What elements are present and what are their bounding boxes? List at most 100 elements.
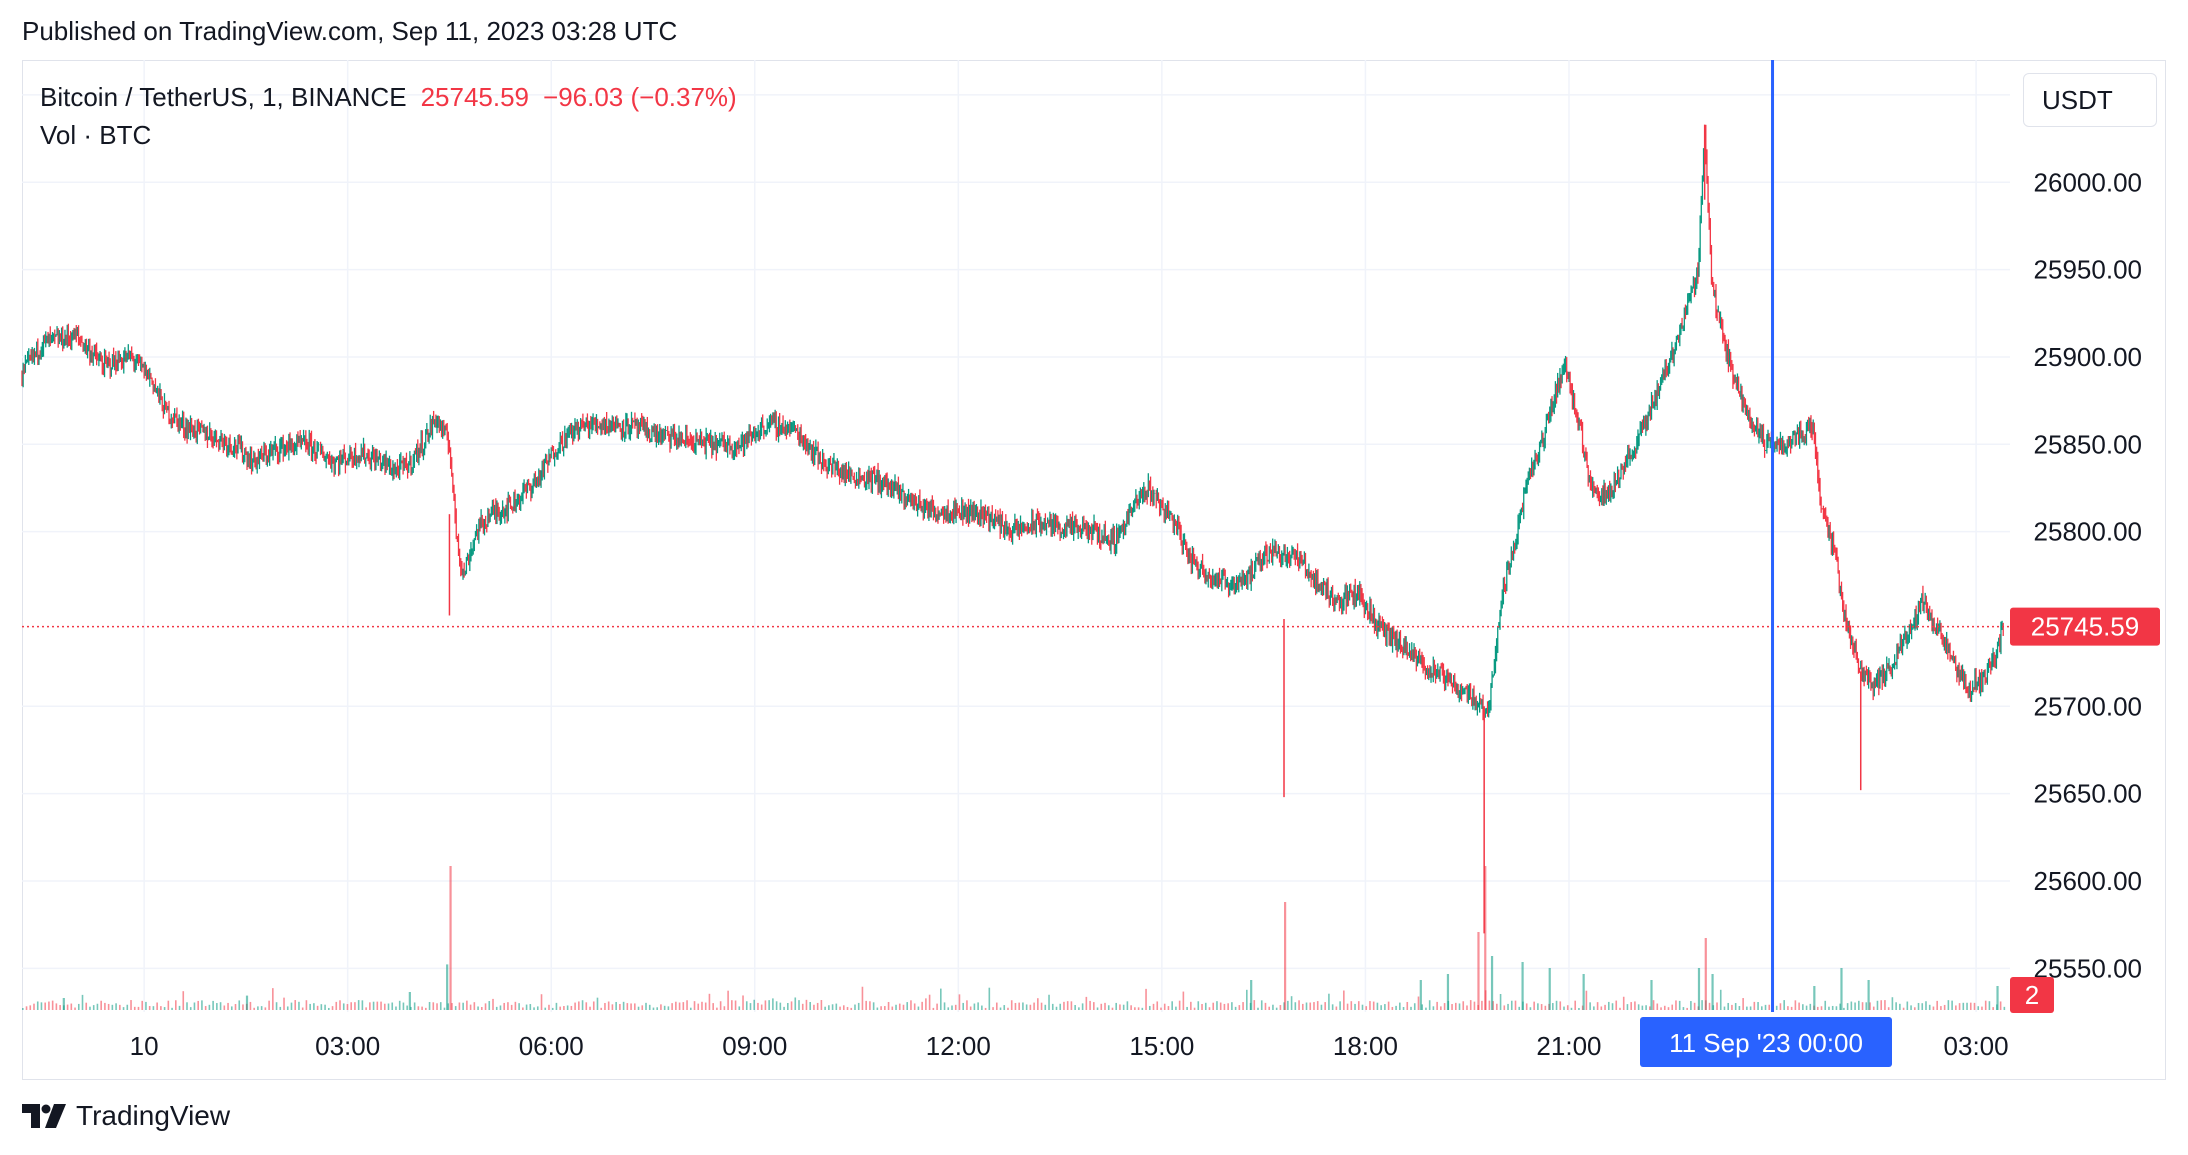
- y-tick-label: 25600.00: [2034, 866, 2142, 896]
- volume-bar: [1357, 1001, 1360, 1010]
- volume-bar: [25, 1006, 28, 1010]
- volume-bar: [1481, 1000, 1483, 1010]
- volume-bar: [178, 1005, 181, 1010]
- volume-bar: [913, 1003, 916, 1010]
- volume-bar: [81, 994, 84, 1010]
- volume-bar: [279, 1006, 282, 1010]
- volume-bar: [1540, 1004, 1543, 1010]
- volume-bar: [1462, 1001, 1465, 1010]
- volume-bar: [40, 1002, 43, 1010]
- x-tick-label: 03:00: [315, 1031, 380, 1061]
- volume-bar: [1212, 1002, 1215, 1010]
- volume-bar: [1078, 1007, 1080, 1010]
- volume-bar: [201, 1000, 203, 1010]
- volume-bar: [1313, 1002, 1315, 1010]
- volume-bar: [514, 1001, 517, 1010]
- volume-bar: [350, 1002, 352, 1010]
- volume-bar: [145, 1001, 147, 1010]
- volume-bar: [89, 1006, 91, 1010]
- volume-bar: [1264, 1002, 1267, 1010]
- volume-bar: [1126, 1001, 1129, 1010]
- volume-bar: [1716, 1002, 1718, 1010]
- volume-bar: [992, 1007, 994, 1010]
- volume-bar: [932, 1007, 935, 1010]
- volume-bar: [1996, 986, 1999, 1010]
- volume-bar: [365, 1007, 367, 1010]
- volume-bar: [1840, 968, 1843, 1010]
- volume-bar: [238, 1000, 241, 1010]
- volume-bar: [1014, 1002, 1017, 1010]
- volume-bar: [1454, 1002, 1457, 1010]
- volume-bar: [522, 1007, 524, 1010]
- volume-bar: [492, 998, 494, 1010]
- volume-bar: [1969, 1002, 1972, 1010]
- footer-brand[interactable]: TradingView: [22, 1100, 230, 1132]
- volume-bar: [313, 1003, 315, 1010]
- volume-bar: [1973, 1002, 1976, 1010]
- volume-bar: [995, 1002, 998, 1010]
- volume-bar: [1764, 1004, 1767, 1010]
- volume-bar: [1141, 1007, 1144, 1010]
- volume-bar: [1294, 1002, 1297, 1010]
- volume-bar: [1626, 1004, 1629, 1010]
- volume-bar: [1902, 1007, 1905, 1010]
- volume-bar: [234, 1004, 237, 1010]
- y-tick-label: 25650.00: [2034, 779, 2142, 809]
- published-note: Published on TradingView.com, Sep 11, 20…: [22, 16, 678, 46]
- volume-bar: [245, 995, 249, 1010]
- volume-bar: [779, 1002, 782, 1010]
- legend-volume[interactable]: Vol · BTC: [40, 120, 152, 150]
- volume-bar: [406, 1005, 408, 1010]
- volume-bar: [59, 1005, 61, 1010]
- volume-bar: [1193, 1007, 1196, 1010]
- volume-bar: [283, 997, 285, 1010]
- volume-bar: [1107, 1005, 1110, 1010]
- volume-bar: [1566, 1005, 1569, 1010]
- volume-bar: [884, 1006, 886, 1010]
- volume-bar: [1645, 1005, 1647, 1010]
- volume-bar: [1913, 1007, 1916, 1010]
- volume-bar: [1346, 1003, 1349, 1010]
- volume-bar: [663, 1005, 666, 1010]
- volume-bar: [301, 1007, 304, 1010]
- volume-bar: [1040, 1002, 1043, 1010]
- volume-bar: [1446, 974, 1450, 1010]
- volume-bar: [1066, 1001, 1069, 1010]
- volume-bar: [701, 1001, 703, 1010]
- volume-bar: [1510, 1000, 1513, 1010]
- chart-frame[interactable]: [22, 60, 2166, 1080]
- volume-bar: [1798, 1002, 1800, 1010]
- volume-bar: [831, 1004, 834, 1010]
- volume-bar: [536, 1006, 539, 1010]
- volume-bar: [1521, 962, 1524, 1010]
- volume-bar: [1395, 1005, 1397, 1010]
- volume-bar: [92, 1005, 95, 1010]
- volume-bar: [1906, 1001, 1909, 1010]
- volume-bar: [122, 1007, 125, 1010]
- volume-bar: [1018, 1002, 1020, 1010]
- volume-bar: [816, 1002, 819, 1010]
- volume-bar: [126, 1004, 129, 1010]
- volume-bar: [1238, 1005, 1241, 1010]
- volume-bar: [902, 1004, 905, 1010]
- volume-bar: [1816, 1006, 1819, 1010]
- legend-symbol[interactable]: Bitcoin / TetherUS, 1, BINANCE: [40, 82, 407, 112]
- volume-bar: [1775, 1005, 1778, 1010]
- volume-bar: [1182, 991, 1185, 1010]
- volume-bar: [973, 1003, 976, 1010]
- volume-bar: [988, 987, 991, 1010]
- volume-bar: [1100, 1003, 1103, 1010]
- volume-bar: [96, 1003, 99, 1010]
- volume-bar: [1216, 1001, 1218, 1010]
- volume-bar: [675, 1001, 677, 1010]
- volume-bar: [1010, 1000, 1013, 1010]
- volume-bar: [1787, 1006, 1789, 1010]
- volume-bar: [648, 1004, 651, 1010]
- volume-bar: [660, 1004, 662, 1010]
- volume-bar: [1335, 1006, 1338, 1010]
- volume-bar: [1727, 1002, 1730, 1010]
- volume-bar: [1514, 1000, 1517, 1010]
- currency-button[interactable]: USDT: [2023, 73, 2157, 127]
- volume-bar: [216, 1003, 218, 1010]
